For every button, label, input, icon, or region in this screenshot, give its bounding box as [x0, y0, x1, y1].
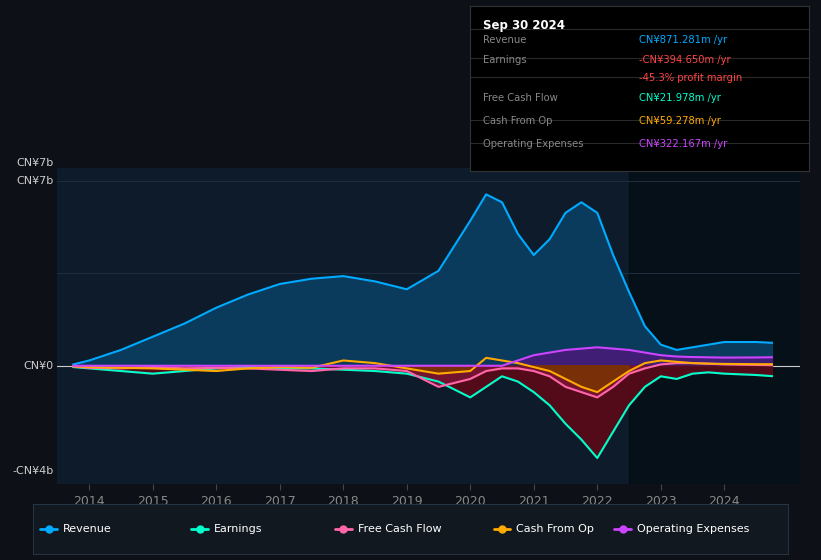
Text: CN¥871.281m /yr: CN¥871.281m /yr	[639, 35, 727, 45]
Text: Revenue: Revenue	[484, 35, 526, 45]
Text: CN¥21.978m /yr: CN¥21.978m /yr	[639, 93, 721, 103]
Text: Operating Expenses: Operating Expenses	[637, 524, 750, 534]
Text: CN¥0: CN¥0	[23, 361, 53, 371]
Text: Operating Expenses: Operating Expenses	[484, 139, 584, 150]
Text: -CN¥394.650m /yr: -CN¥394.650m /yr	[639, 55, 731, 65]
Text: Earnings: Earnings	[484, 55, 527, 65]
Text: Revenue: Revenue	[63, 524, 112, 534]
Text: -45.3% profit margin: -45.3% profit margin	[639, 73, 742, 83]
Text: Free Cash Flow: Free Cash Flow	[358, 524, 441, 534]
Text: CN¥59.278m /yr: CN¥59.278m /yr	[639, 116, 721, 127]
Text: Cash From Op: Cash From Op	[484, 116, 553, 127]
Text: CN¥7b: CN¥7b	[16, 176, 53, 186]
Text: -CN¥4b: -CN¥4b	[12, 466, 53, 476]
Text: Free Cash Flow: Free Cash Flow	[484, 93, 558, 103]
Text: CN¥7b: CN¥7b	[16, 158, 53, 168]
Text: Sep 30 2024: Sep 30 2024	[484, 19, 565, 32]
Text: Earnings: Earnings	[214, 524, 263, 534]
Text: Cash From Op: Cash From Op	[516, 524, 594, 534]
Text: CN¥322.167m /yr: CN¥322.167m /yr	[639, 139, 727, 150]
Bar	[629, 168, 800, 484]
